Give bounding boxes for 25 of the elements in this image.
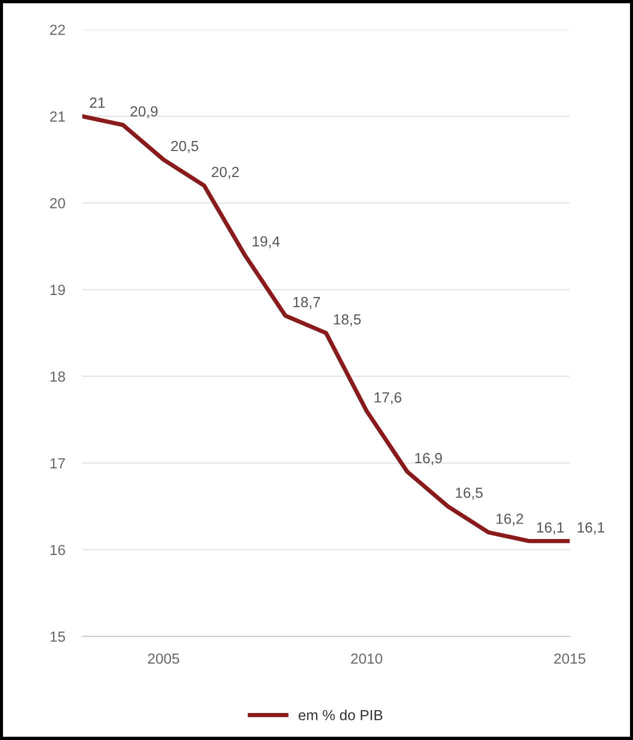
data-label: 16,1 (578, 522, 604, 534)
data-label: 17,6 (374, 392, 402, 404)
y-tick-label: 21 (50, 111, 65, 122)
x-tick-label: 2015 (554, 653, 586, 664)
y-tick-label: 19 (50, 284, 65, 296)
data-label: 16,2 (496, 514, 524, 526)
y-tick-label: 22 (50, 24, 65, 35)
data-label: 18,7 (293, 296, 320, 309)
data-label: 20,2 (212, 166, 239, 179)
data-label: 21 (90, 98, 105, 108)
data-label: 19,4 (252, 236, 280, 248)
y-tick-label: 17 (50, 458, 65, 468)
data-label: 16,5 (456, 488, 483, 500)
data-label: 20,5 (171, 140, 198, 153)
data-label: 16,9 (415, 452, 442, 465)
x-tick-label: 2005 (148, 653, 180, 664)
x-tick-label: 2010 (351, 653, 382, 664)
y-tick-label: 20 (50, 198, 66, 208)
data-label: 16,1 (537, 522, 564, 534)
legend-label: em % do PIB (298, 710, 382, 720)
y-tick-label: 18 (50, 371, 65, 382)
y-tick-label: 15 (50, 632, 66, 642)
data-label: 20,9 (130, 106, 158, 118)
data-label: 18,5 (334, 314, 361, 326)
y-tick-label: 16 (50, 544, 65, 556)
